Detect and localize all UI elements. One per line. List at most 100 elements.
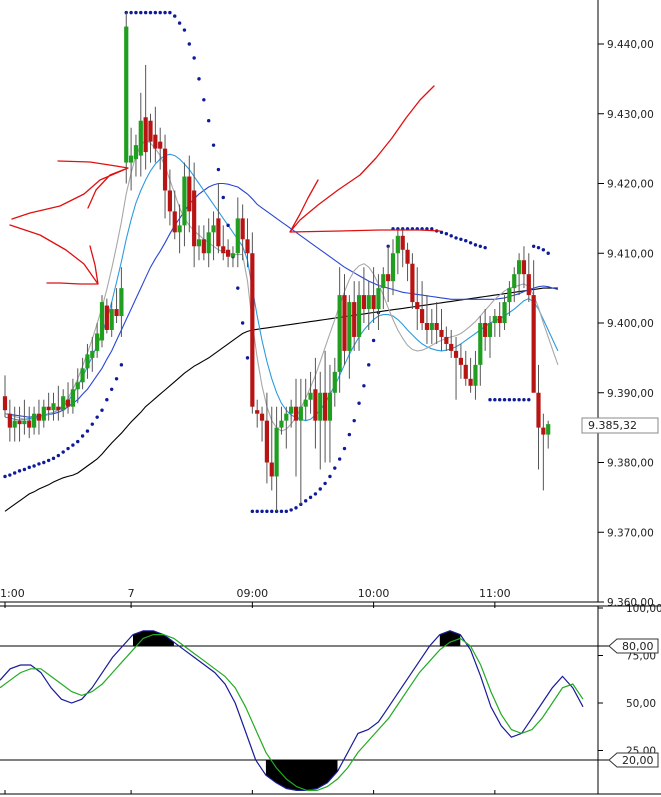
candle	[352, 281, 357, 351]
candle	[371, 267, 376, 323]
candle	[240, 204, 245, 261]
candle	[400, 228, 405, 268]
sar-dot	[464, 238, 468, 243]
candle-body	[274, 427, 279, 477]
candle	[182, 162, 187, 247]
candle-body	[172, 211, 177, 233]
candle-body	[468, 378, 473, 386]
sar-dot	[357, 401, 361, 405]
candle-body	[473, 364, 478, 386]
sar-dot	[139, 10, 143, 15]
price-tick-label: 9.430,00	[607, 109, 654, 121]
sar-dot	[430, 227, 434, 231]
candle	[80, 357, 85, 390]
candle	[245, 218, 250, 268]
candle	[313, 357, 318, 449]
sar-dot	[498, 398, 502, 402]
sar-dot	[32, 464, 36, 468]
sar-dot	[454, 236, 458, 240]
candle	[148, 113, 153, 163]
sar-dot	[197, 77, 201, 81]
candle	[361, 267, 366, 323]
candle-body	[148, 120, 153, 142]
candle-body	[424, 323, 430, 330]
price-panel-frame	[0, 0, 599, 603]
price-tick-label: 9.370,00	[607, 527, 654, 539]
candle-body	[32, 413, 37, 428]
candle	[153, 106, 158, 163]
candle-body	[75, 382, 80, 390]
candle	[264, 392, 269, 484]
candle	[483, 309, 488, 351]
candle-body	[235, 218, 240, 254]
candle-body	[492, 316, 497, 323]
candle-body	[192, 190, 197, 247]
sar-dot	[444, 232, 449, 236]
candle	[415, 267, 420, 330]
candle	[172, 190, 177, 240]
level-80-label: 80,00	[622, 640, 654, 653]
candle	[323, 350, 328, 463]
candle-body	[478, 323, 483, 365]
sar-dot	[3, 474, 7, 479]
red-arrow-3	[289, 85, 441, 233]
candle	[478, 316, 483, 386]
candle-body	[444, 336, 449, 344]
candle-body	[356, 295, 362, 337]
candle	[526, 253, 531, 303]
sar-dot	[8, 473, 12, 477]
red-arrow-1	[11, 160, 129, 220]
candle	[2, 375, 8, 418]
candle-body	[415, 302, 420, 310]
sar-dot	[279, 509, 284, 514]
sar-dot	[449, 234, 453, 238]
candle-body	[521, 260, 527, 275]
sar-dot	[37, 462, 41, 466]
candle-body	[541, 427, 546, 435]
sar-dot	[308, 495, 313, 500]
hand-drawn-arrows	[9, 85, 441, 285]
candle-body	[323, 392, 328, 421]
candle	[536, 364, 541, 470]
candle	[381, 267, 386, 310]
candle	[449, 329, 454, 358]
candle	[453, 336, 459, 400]
candle-body	[463, 364, 468, 379]
candle	[303, 378, 308, 421]
price-tick-label: 9.390,00	[607, 388, 654, 400]
stochastic-line-2	[0, 634, 584, 791]
sar-dot	[90, 422, 95, 426]
candle-body	[51, 403, 56, 411]
sar-dot	[187, 42, 191, 46]
sar-dot	[236, 286, 240, 290]
sar-dot	[255, 509, 259, 514]
price-axis: 9.360,009.370,009.380,009.390,009.400,00…	[598, 39, 654, 609]
sar-dot	[342, 446, 347, 451]
candle-body	[41, 406, 46, 421]
sar-dot	[80, 434, 85, 438]
price-tick-label: 9.410,00	[607, 248, 654, 260]
candle	[167, 169, 172, 226]
sar-dot	[323, 481, 327, 486]
sar-dot	[163, 10, 167, 15]
sar-dot	[313, 492, 318, 496]
time-tick-label: 1:00	[0, 587, 25, 600]
sar-dot	[527, 398, 531, 402]
candle	[376, 274, 381, 330]
sar-dot	[284, 509, 288, 514]
candle-body	[264, 420, 269, 463]
stochastic-line-1	[0, 630, 584, 791]
candle	[492, 309, 497, 337]
candle-body	[337, 295, 342, 372]
sar-dot	[27, 465, 31, 470]
sar-dot	[168, 10, 172, 15]
sar-dot	[507, 398, 512, 402]
candle-body	[36, 413, 42, 421]
candle-body	[483, 323, 488, 337]
level-80-tag: 80,00	[608, 638, 659, 654]
candle-body	[216, 218, 221, 247]
sar-dot	[483, 245, 487, 250]
candle-body	[526, 274, 531, 296]
